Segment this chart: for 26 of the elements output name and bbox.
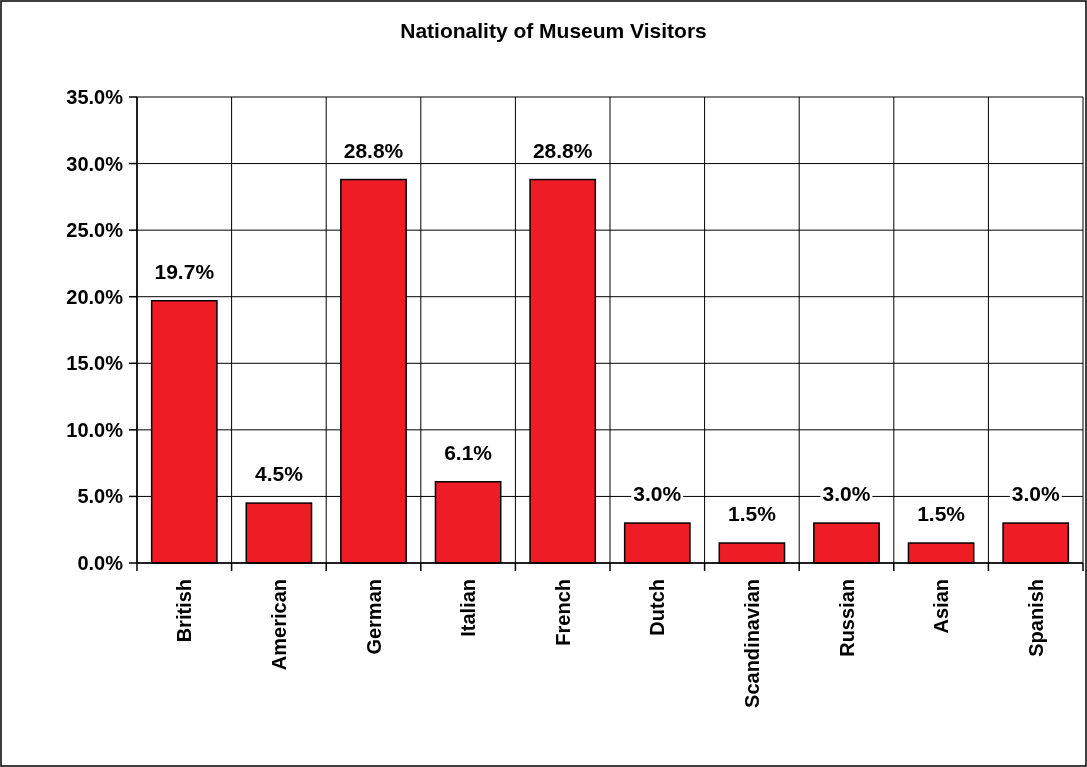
x-tick-label: French	[551, 579, 574, 646]
data-label: 28.8%	[532, 138, 593, 162]
y-tick-label: 5.0%	[77, 485, 124, 508]
y-tick-label: 35.0%	[66, 86, 124, 108]
chart-title: Nationality of Museum Visitors	[400, 19, 707, 42]
data-label: 6.1%	[444, 440, 493, 464]
x-tick-label: Italian	[457, 579, 480, 637]
x-tick-label: Dutch	[646, 579, 669, 636]
y-tick-label: 0.0%	[77, 552, 124, 574]
x-tick-label: Asian	[930, 579, 953, 634]
y-tick-label: 20.0%	[66, 285, 124, 308]
x-tick-label: Scandinavian	[740, 579, 763, 708]
x-tick-label: British	[173, 579, 196, 643]
data-label: 4.5%	[254, 462, 304, 486]
data-label: 28.8%	[343, 138, 404, 162]
y-tick-label: 10.0%	[66, 418, 124, 441]
x-tick-label: American	[267, 579, 290, 671]
x-tick-label: Russian	[835, 579, 858, 657]
data-label: 19.7%	[154, 259, 215, 283]
y-tick-label: 30.0%	[66, 152, 124, 175]
data-label: 1.5%	[727, 502, 777, 526]
y-tick-label: 25.0%	[66, 219, 124, 242]
data-label: 1.5%	[917, 502, 966, 526]
x-tick-label: Spanish	[1024, 579, 1047, 657]
x-tick-label: German	[362, 579, 385, 655]
y-tick-label: 15.0%	[66, 352, 124, 375]
